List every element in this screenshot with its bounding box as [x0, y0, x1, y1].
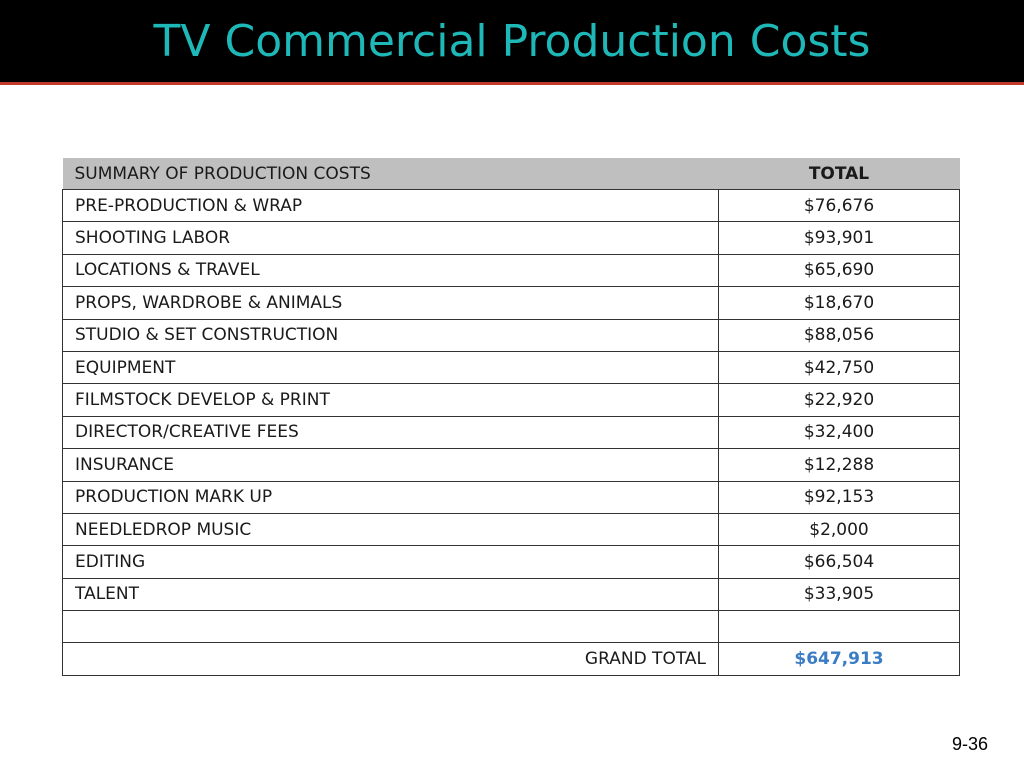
cost-amount: $12,288 [718, 448, 960, 482]
summary-header: SUMMARY OF PRODUCTION COSTS [62, 158, 719, 190]
cost-amount: $33,905 [718, 577, 960, 612]
table-row: LOCATIONS & TRAVEL $65,690 [62, 253, 960, 288]
table-row: DIRECTOR/CREATIVE FEES $32,400 [62, 415, 960, 450]
table-row: NEEDLEDROP MUSIC $2,000 [62, 512, 960, 547]
cost-amount: $18,670 [718, 286, 960, 320]
cost-category: SHOOTING LABOR [62, 221, 719, 255]
total-header: TOTAL [718, 158, 960, 190]
cost-category: INSURANCE [62, 448, 719, 482]
cost-category: TALENT [62, 577, 719, 612]
table-row: SHOOTING LABOR $93,901 [62, 221, 960, 255]
table-row: INSURANCE $12,288 [62, 448, 960, 482]
cost-category: DIRECTOR/CREATIVE FEES [62, 415, 719, 450]
title-bar: TV Commercial Production Costs [0, 0, 1024, 85]
grand-total-label: GRAND TOTAL [62, 642, 719, 677]
cost-category: PROPS, WARDROBE & ANIMALS [62, 286, 719, 320]
cost-amount: $76,676 [718, 188, 960, 223]
cost-amount: $88,056 [718, 318, 960, 352]
cost-category: EDITING [62, 545, 719, 579]
cost-amount: $42,750 [718, 350, 960, 385]
cost-amount: $22,920 [718, 383, 960, 417]
empty-row [62, 610, 960, 644]
table-row: EQUIPMENT $42,750 [62, 350, 960, 385]
table-row: EDITING $66,504 [62, 545, 960, 579]
cost-amount: $32,400 [718, 415, 960, 450]
cost-category: NEEDLEDROP MUSIC [62, 512, 719, 547]
table-row: FILMSTOCK DEVELOP & PRINT $22,920 [62, 383, 960, 417]
cost-category: STUDIO & SET CONSTRUCTION [62, 318, 719, 352]
production-costs-table: SUMMARY OF PRODUCTION COSTS TOTAL PRE-PR… [62, 158, 960, 677]
grand-total-value: $647,913 [718, 642, 960, 677]
cost-amount: $66,504 [718, 545, 960, 579]
cost-category: EQUIPMENT [62, 350, 719, 385]
table-row: PRODUCTION MARK UP $92,153 [62, 480, 960, 514]
cost-category: FILMSTOCK DEVELOP & PRINT [62, 383, 719, 417]
table-row: STUDIO & SET CONSTRUCTION $88,056 [62, 318, 960, 352]
empty-cell [718, 610, 960, 644]
empty-cell [62, 610, 719, 644]
grand-total-row: GRAND TOTAL $647,913 [62, 642, 960, 677]
cost-category: PRE-PRODUCTION & WRAP [62, 188, 719, 223]
table-row: PROPS, WARDROBE & ANIMALS $18,670 [62, 286, 960, 320]
cost-category: LOCATIONS & TRAVEL [62, 253, 719, 288]
cost-amount: $65,690 [718, 253, 960, 288]
table-row: PRE-PRODUCTION & WRAP $76,676 [62, 188, 960, 223]
cost-amount: $92,153 [718, 480, 960, 514]
cost-amount: $2,000 [718, 512, 960, 547]
cost-amount: $93,901 [718, 221, 960, 255]
page-number: 9-36 [951, 734, 988, 754]
table-header-row: SUMMARY OF PRODUCTION COSTS TOTAL [62, 158, 960, 190]
cost-category: PRODUCTION MARK UP [62, 480, 719, 514]
table-row: TALENT $33,905 [62, 577, 960, 612]
slide-title: TV Commercial Production Costs [153, 16, 871, 67]
